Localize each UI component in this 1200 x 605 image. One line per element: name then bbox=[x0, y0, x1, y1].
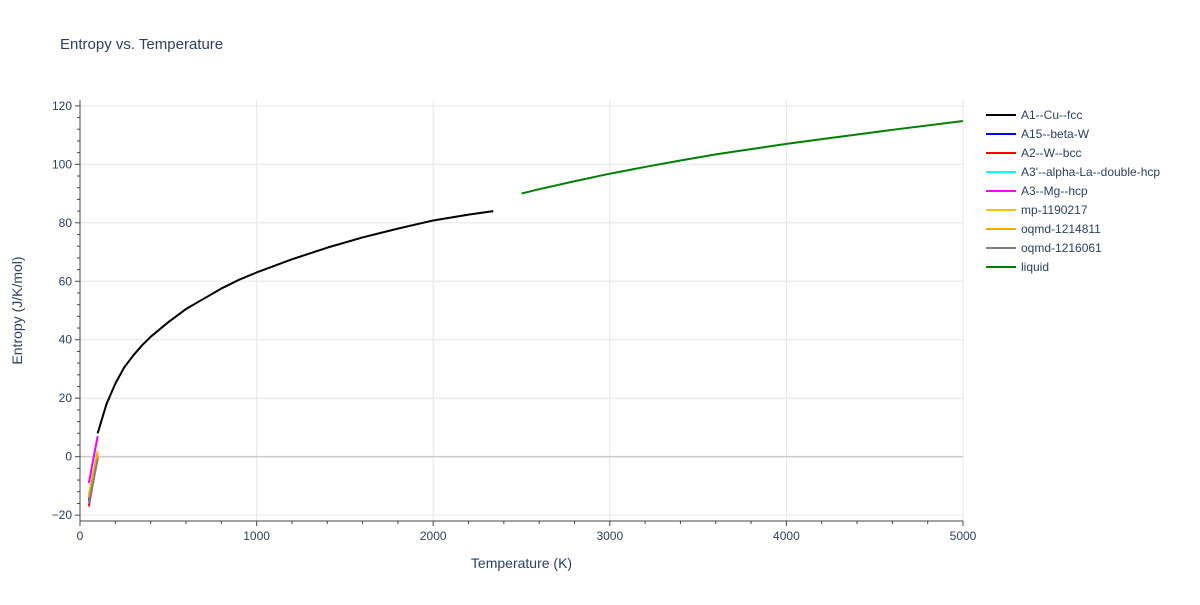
series-line bbox=[87, 459, 99, 504]
legend-label: oqmd-1216061 bbox=[1021, 241, 1102, 255]
y-tick-label: 20 bbox=[59, 391, 73, 405]
y-tick-label: 0 bbox=[65, 450, 72, 464]
legend-label: A1--Cu--fcc bbox=[1021, 108, 1082, 122]
legend-label: liquid bbox=[1021, 260, 1049, 274]
series-line bbox=[521, 120, 964, 195]
legend-label: A15--beta-W bbox=[1021, 127, 1090, 141]
y-tick-label: 60 bbox=[59, 274, 73, 288]
y-axis-label: Entropy (J/K/mol) bbox=[9, 256, 25, 364]
series-line bbox=[87, 453, 99, 498]
series-line bbox=[87, 436, 99, 484]
x-tick-label: 1000 bbox=[243, 529, 270, 543]
legend-label: mp-1190217 bbox=[1021, 203, 1088, 217]
legend-label: A3--Mg--hcp bbox=[1021, 184, 1088, 198]
x-tick-label: 2000 bbox=[420, 529, 447, 543]
x-tick-label: 0 bbox=[77, 529, 84, 543]
legend-label: oqmd-1214811 bbox=[1021, 222, 1101, 236]
x-axis-label: Temperature (K) bbox=[471, 555, 572, 571]
x-tick-label: 4000 bbox=[773, 529, 800, 543]
legend-label: A3'--alpha-La--double-hcp bbox=[1021, 165, 1160, 179]
y-tick-label: 80 bbox=[59, 216, 73, 230]
chart-title: Entropy vs. Temperature bbox=[60, 36, 224, 53]
x-tick-label: 5000 bbox=[950, 529, 977, 543]
y-tick-label: 120 bbox=[52, 99, 72, 113]
series-line bbox=[96, 210, 494, 434]
y-tick-label: 40 bbox=[59, 333, 73, 347]
y-tick-label: 100 bbox=[52, 157, 72, 171]
x-tick-label: 3000 bbox=[596, 529, 623, 543]
y-tick-label: −20 bbox=[52, 508, 73, 522]
legend-label: A2--W--bcc bbox=[1021, 146, 1081, 160]
